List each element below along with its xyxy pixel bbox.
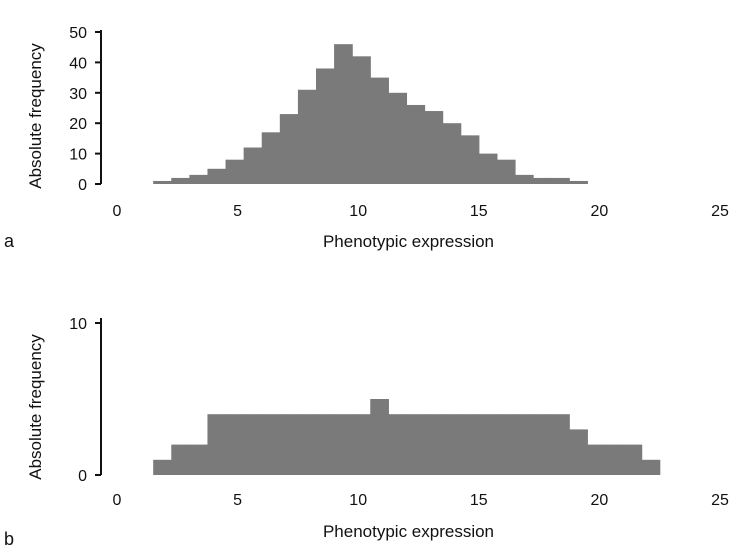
bar [370,77,389,184]
chart-panel-a: 0 10 20 30 40 50 0 5 10 15 20 25 Phenotypic expres… [4,25,729,251]
x-tick-label: 20 [591,203,609,220]
x-tick-label: 15 [470,492,488,509]
x-tick-label: 10 [349,492,367,509]
bar [352,56,371,184]
bar [334,44,353,184]
y-tick-label: 0 [78,468,87,485]
y-axis-label-b: Absolute frequency [26,334,45,480]
bar [370,399,389,475]
bar [551,414,570,475]
x-tick-label: 5 [233,203,242,220]
bar [460,135,480,184]
bar [388,92,408,184]
bar [442,123,462,184]
x-tick-label: 15 [470,203,488,220]
chart-panel-b: 0 10 0 5 10 15 20 25 Phenotypic expression Abs… [4,316,729,549]
bar [153,180,172,184]
panel-label-a: a [4,231,15,251]
bars-a [153,44,588,184]
bar [623,444,643,475]
x-axis-label-b: Phenotypic expression [323,522,494,541]
bar [153,459,172,475]
bar [334,414,353,475]
bar [279,414,299,475]
bar [297,414,317,475]
y-axis-label-a: Absolute frequency [26,43,45,189]
bars-b [153,399,661,475]
bar [514,174,534,184]
bar [315,68,335,184]
bar [406,414,426,475]
y-tick-label: 10 [69,316,87,333]
bar [189,174,209,184]
bar [225,414,245,475]
bar [514,414,534,475]
bar [352,414,371,475]
y-tick-label: 50 [69,25,87,42]
x-tick-label: 10 [349,203,367,220]
bar [171,177,190,184]
y-tick-label: 10 [69,147,87,164]
bar [297,89,317,184]
bar [478,414,498,475]
bar [171,444,190,475]
y-tick-label: 40 [69,55,87,72]
bar [533,414,552,475]
bar [388,414,408,475]
bar [478,153,498,184]
bar [243,147,263,184]
y-tick-label: 0 [78,177,87,194]
bar [442,414,462,475]
bar [207,414,227,475]
x-tick-label: 20 [591,492,609,509]
bar [605,444,625,475]
x-axis-label-a: Phenotypic expression [323,232,494,251]
x-tick-label: 25 [711,203,729,220]
panel-label-b: b [4,529,14,549]
bar [641,459,661,475]
bar [569,180,588,184]
bar [315,414,335,475]
y-ticks-b: 0 10 [69,316,101,485]
bar [551,177,570,184]
y-tick-label: 30 [69,86,87,103]
y-ticks-a: 0 10 20 30 40 50 [69,25,101,194]
x-tick-label: 5 [233,492,242,509]
bar [569,429,588,475]
bar [189,444,209,475]
bar [496,159,516,184]
bar [243,414,263,475]
x-tick-label: 0 [113,203,122,220]
x-tick-label: 0 [113,492,122,509]
bar [587,444,607,475]
bar [406,104,426,184]
bar [225,159,245,184]
y-tick-label: 20 [69,116,87,133]
bar [207,168,227,184]
bar [496,414,516,475]
bar [460,414,480,475]
bar [533,177,552,184]
x-tick-label: 25 [711,492,729,509]
bar [279,114,299,184]
bar [424,111,444,184]
x-ticks-b: 0 5 10 15 20 25 [113,492,729,509]
bar [424,414,444,475]
x-ticks-a: 0 5 10 15 20 25 [113,203,729,220]
bar [261,132,281,184]
bar [261,414,281,475]
